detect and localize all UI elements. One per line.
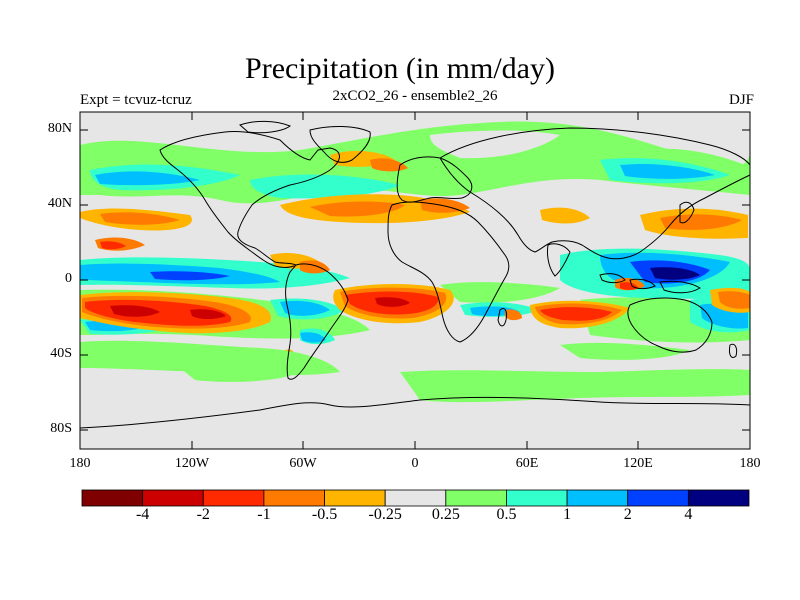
precipitation-contours [80, 121, 750, 403]
colorbar-label: 1 [563, 506, 572, 523]
colorbar-swatch [142, 489, 204, 507]
x-tick-marks [79, 112, 751, 449]
colorbar-label: -1 [257, 506, 271, 523]
x-tick-label: 180 [69, 456, 91, 471]
x-tick-label: 120W [174, 456, 210, 471]
colorbar-swatch [445, 489, 507, 507]
colorbar-label: 2 [623, 506, 632, 523]
colorbar-label: -0.25 [368, 506, 402, 523]
x-tick-label: 180 [739, 456, 761, 471]
x-tick-label: 60E [515, 456, 539, 471]
colorbar-swatch [324, 489, 386, 507]
colorbar-swatch [687, 489, 750, 507]
colorbar-swatch [202, 489, 265, 507]
y-tick-label: 0 [65, 271, 72, 286]
y-tick-marks [80, 129, 750, 431]
coastlines [79, 120, 751, 429]
colorbar-swatch [81, 489, 144, 507]
colorbar-swatch [566, 489, 629, 507]
colorbar-swatch [627, 489, 689, 507]
y-tick-label: 40N [47, 196, 72, 211]
x-tick-label: 0 [411, 456, 419, 471]
colorbar-swatch [384, 489, 447, 507]
colorbar [81, 489, 750, 507]
y-tick-label: 40S [50, 346, 72, 361]
colorbar-label: 0.25 [431, 506, 460, 523]
season-label: DJF [728, 92, 754, 108]
colorbar-label: -4 [135, 506, 150, 523]
colorbar-label: 0.5 [496, 506, 517, 523]
colorbar-label: -0.5 [311, 506, 338, 523]
colorbar-label: -2 [196, 506, 210, 523]
colorbar-swatch [263, 489, 325, 507]
x-tick-label: 120E [623, 456, 653, 471]
y-tick-label: 80N [47, 121, 72, 136]
map-subtitle: 2xCO2_26 - ensemble2_26 [332, 88, 498, 104]
y-tick-label: 80S [50, 421, 72, 436]
map-title: Precipitation (in mm/day) [245, 52, 555, 85]
colorbar-label: 4 [684, 506, 693, 523]
colorbar-swatch [506, 489, 568, 507]
x-tick-label: 60W [289, 456, 317, 471]
experiment-label: Expt = tcvuz-tcruz [80, 92, 192, 108]
